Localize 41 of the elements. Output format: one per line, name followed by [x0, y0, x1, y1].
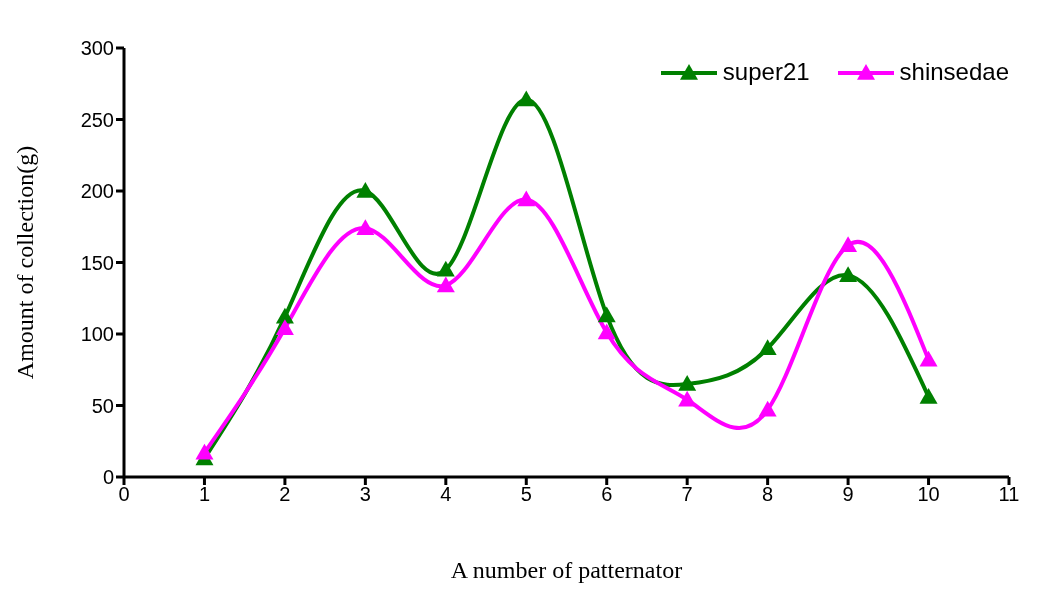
point [436, 276, 455, 293]
x-tick-label: 4 [440, 483, 452, 506]
point [275, 307, 294, 324]
y-tick-label: 150 [80, 251, 114, 274]
y-tick-label: 100 [80, 323, 114, 346]
y-tick-label: 200 [80, 180, 114, 203]
x-tick-label: 3 [359, 483, 371, 506]
x-tick-label: 9 [842, 483, 854, 506]
y-tick-label: 300 [80, 37, 114, 60]
point [517, 190, 536, 207]
x-tick-label: 7 [681, 483, 693, 506]
point [597, 306, 616, 323]
point [919, 387, 938, 404]
x-tick-label: 5 [520, 483, 532, 506]
point [919, 350, 938, 367]
point [758, 400, 777, 417]
legend-label: super21 [722, 58, 810, 86]
point [839, 236, 858, 253]
y-tick-label: 50 [91, 394, 114, 417]
x-tick-label: 0 [118, 483, 130, 506]
x-tick-label: 10 [917, 483, 940, 506]
point [597, 323, 616, 340]
point [839, 266, 858, 283]
point [275, 319, 294, 336]
x-tick-label: 1 [198, 483, 211, 506]
y-axis-title: Amount of collection(g) [11, 145, 38, 380]
point [195, 443, 214, 460]
legend-label: shinsedae [899, 58, 1009, 86]
y-tick-label: 0 [102, 466, 114, 489]
point [356, 182, 375, 198]
x-tick-label: 8 [762, 483, 774, 506]
point [517, 90, 536, 107]
x-tick-label: 2 [279, 483, 291, 506]
x-axis-title: A number of patternator [450, 557, 683, 583]
point [436, 260, 455, 277]
x-tick-label: 11 [998, 483, 1020, 506]
point [356, 219, 375, 235]
x-tick-label: 6 [601, 483, 613, 506]
point [758, 339, 777, 356]
y-tick-label: 250 [80, 108, 114, 131]
point [678, 375, 697, 391]
